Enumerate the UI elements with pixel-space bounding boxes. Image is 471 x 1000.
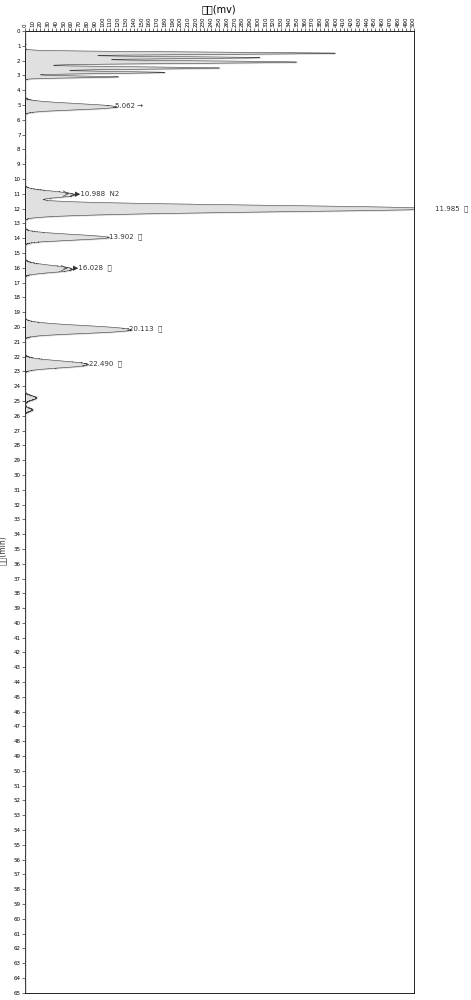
Text: 20.113  饭: 20.113 饭 xyxy=(130,325,163,332)
Text: ▶16.028  活: ▶16.028 活 xyxy=(73,265,112,271)
Text: 22.490  渴: 22.490 渴 xyxy=(89,360,122,367)
Text: 时间(min): 时间(min) xyxy=(0,535,7,565)
Text: 11.985  小: 11.985 小 xyxy=(435,205,468,212)
Text: 13.902  血: 13.902 血 xyxy=(109,233,143,240)
Text: ▶10.988  N2: ▶10.988 N2 xyxy=(75,191,120,197)
Text: 5.062 →: 5.062 → xyxy=(115,103,143,109)
X-axis label: 电压(mv): 电压(mv) xyxy=(202,4,236,14)
